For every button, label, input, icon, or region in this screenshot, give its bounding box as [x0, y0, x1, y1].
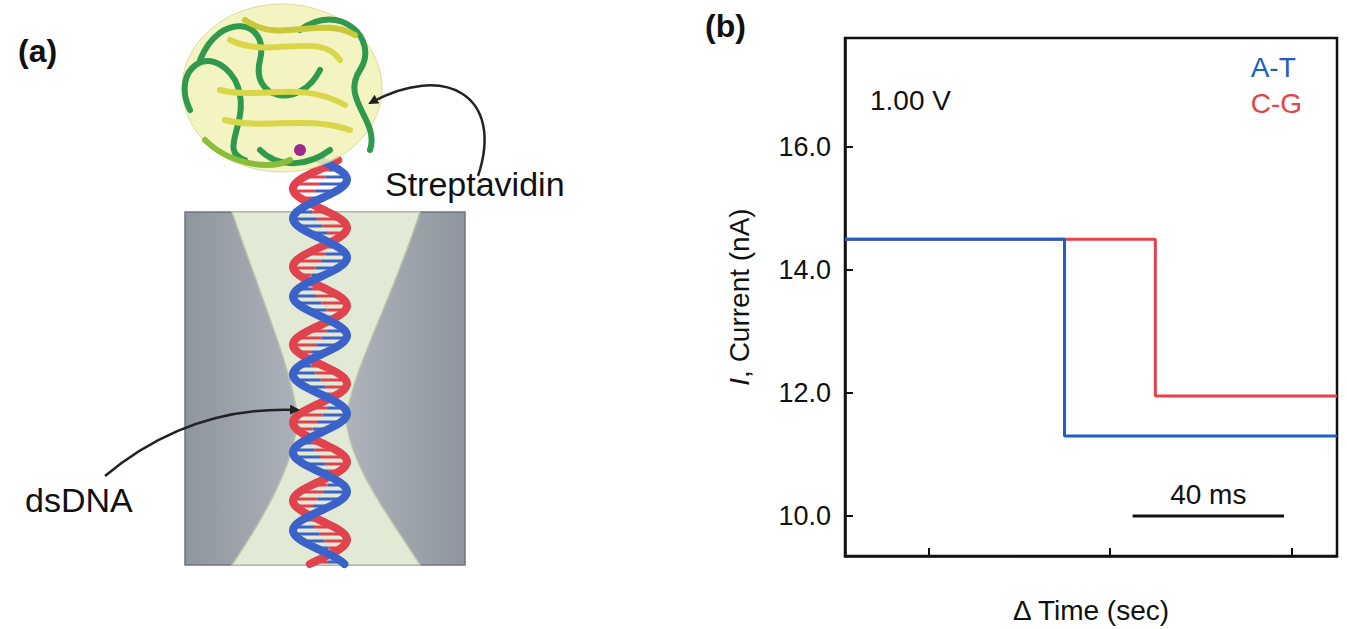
svg-text:Δ Time (sec): Δ Time (sec)	[1013, 595, 1169, 626]
svg-text:12.0: 12.0	[778, 378, 831, 408]
svg-text:14.0: 14.0	[778, 255, 831, 285]
svg-text:(b): (b)	[705, 8, 746, 44]
svg-text:16.0: 16.0	[778, 132, 831, 162]
svg-text:40 ms: 40 ms	[1170, 479, 1246, 510]
svg-text:1.00 V: 1.00 V	[870, 85, 951, 116]
svg-text:A-T: A-T	[1251, 52, 1296, 83]
svg-text:10.0: 10.0	[778, 501, 831, 531]
svg-text:C-G: C-G	[1251, 88, 1302, 119]
svg-text:, Current (nA): , Current (nA)	[724, 208, 755, 378]
svg-text:dsDNA: dsDNA	[25, 481, 133, 519]
svg-text:I: I	[723, 377, 755, 386]
svg-text:Streptavidin: Streptavidin	[385, 165, 565, 203]
svg-text:(a): (a)	[18, 33, 57, 69]
